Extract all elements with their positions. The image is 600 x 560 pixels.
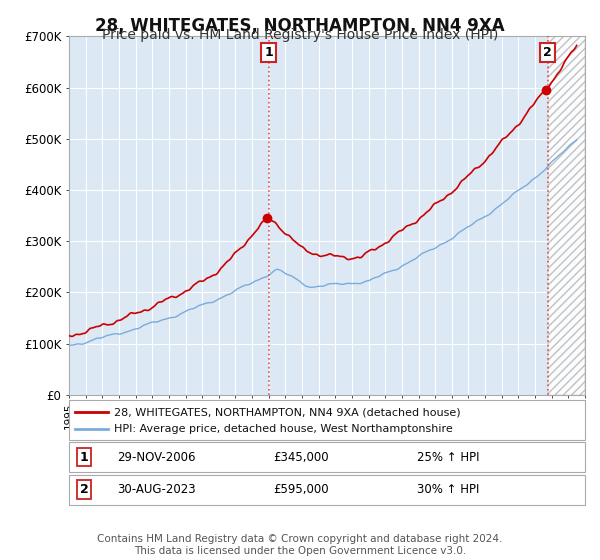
- Text: 30-AUG-2023: 30-AUG-2023: [117, 483, 196, 496]
- Text: 1: 1: [265, 46, 273, 59]
- Text: 2: 2: [80, 483, 88, 496]
- Text: 29-NOV-2006: 29-NOV-2006: [117, 451, 196, 464]
- Bar: [548, 36, 585, 395]
- Text: 1: 1: [80, 451, 88, 464]
- Text: £345,000: £345,000: [273, 451, 329, 464]
- Text: Contains HM Land Registry data © Crown copyright and database right 2024.
This d: Contains HM Land Registry data © Crown c…: [97, 534, 503, 556]
- Text: 28, WHITEGATES, NORTHAMPTON, NN4 9XA (detached house): 28, WHITEGATES, NORTHAMPTON, NN4 9XA (de…: [114, 407, 461, 417]
- Text: Price paid vs. HM Land Registry's House Price Index (HPI): Price paid vs. HM Land Registry's House …: [102, 28, 498, 42]
- Text: 28, WHITEGATES, NORTHAMPTON, NN4 9XA: 28, WHITEGATES, NORTHAMPTON, NN4 9XA: [95, 17, 505, 35]
- Text: £595,000: £595,000: [273, 483, 329, 496]
- Text: 2: 2: [543, 46, 552, 59]
- Text: 30% ↑ HPI: 30% ↑ HPI: [417, 483, 479, 496]
- Text: 25% ↑ HPI: 25% ↑ HPI: [417, 451, 479, 464]
- Text: HPI: Average price, detached house, West Northamptonshire: HPI: Average price, detached house, West…: [114, 423, 453, 433]
